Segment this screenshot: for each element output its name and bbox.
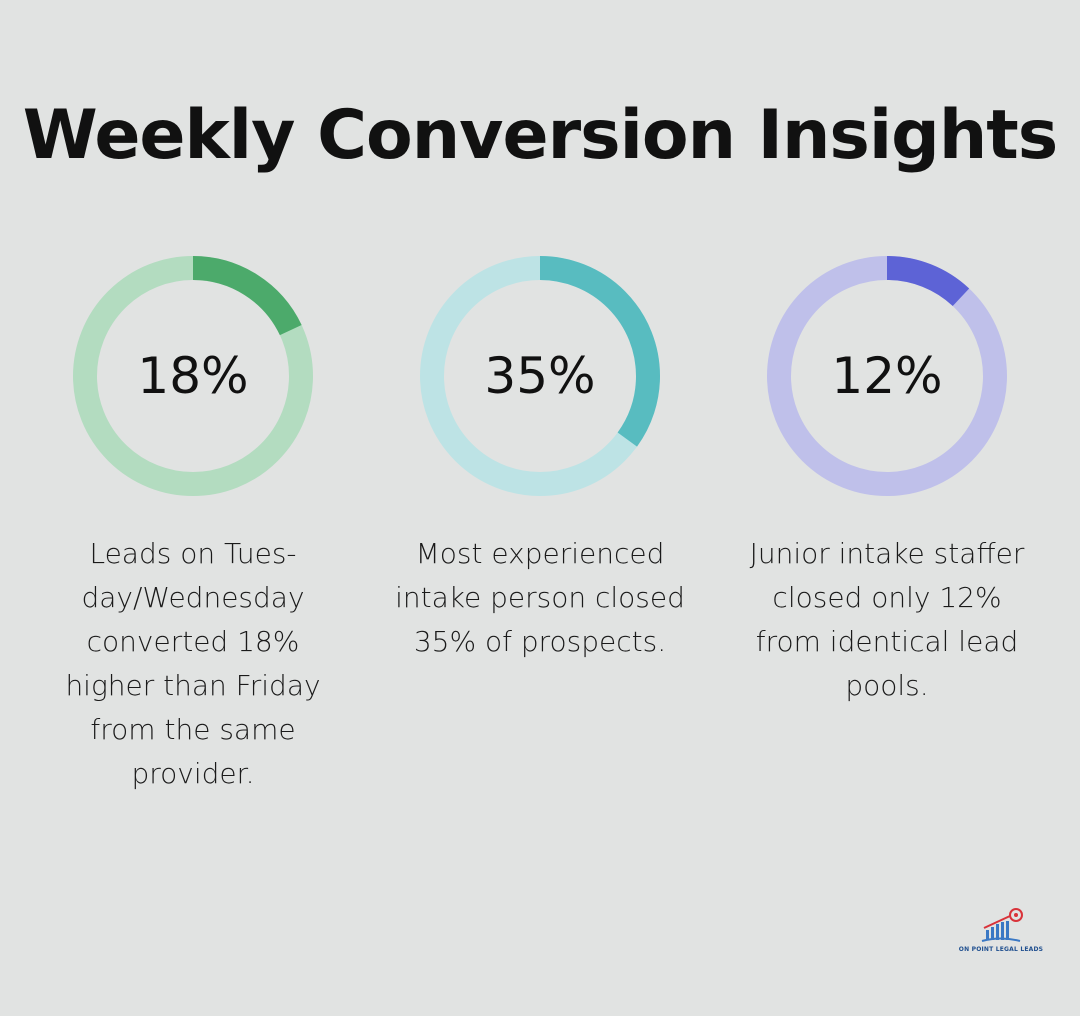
brand-logo: ON POINT LEGAL LEADS: [958, 906, 1044, 960]
donut-value-label-3: 12%: [831, 347, 943, 405]
donut-arc-1: [73, 256, 313, 496]
insight-cards: 18% Leads on Tues-day/Wednesday converte…: [0, 256, 1080, 816]
insight-description-3: Junior intake staffer closed only 12% fr…: [749, 537, 1025, 702]
donut-arc-2: [420, 256, 660, 496]
insight-description-2: Most experienced intake person closed 35…: [395, 537, 685, 658]
donut-value-label-1: 18%: [137, 347, 249, 405]
donut-chart-2: 35%: [420, 256, 660, 496]
bar-chart-target-icon: [981, 908, 1023, 942]
donut-svg-3: [767, 256, 1007, 496]
insight-description-1: Leads on Tues-day/Wednesday converted 18…: [65, 537, 321, 790]
donut-value-label-2: 35%: [484, 347, 596, 405]
logo-text: ON POINT LEGAL LEADS: [958, 946, 1044, 953]
donut-chart-3: 12%: [767, 256, 1007, 496]
donut-svg-2: [420, 256, 660, 496]
page-title: Weekly Conversion Insights: [22, 96, 1059, 175]
donut-svg-1: [73, 256, 313, 496]
donut-arc-3: [767, 256, 1007, 496]
donut-chart-1: 18%: [73, 256, 313, 496]
